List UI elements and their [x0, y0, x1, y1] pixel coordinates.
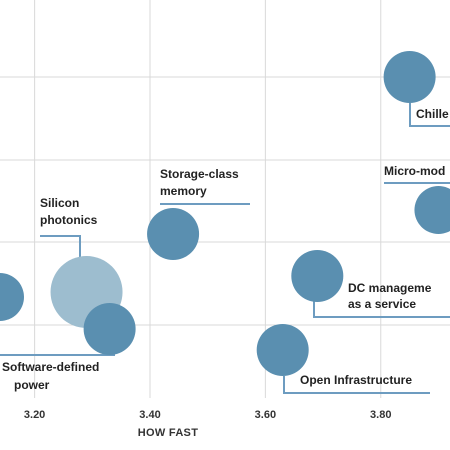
x-tick-label: 3.80 — [370, 409, 391, 421]
point-label: Silicon — [40, 196, 79, 210]
bubble-point — [256, 324, 309, 376]
x-tick-label: 3.40 — [139, 409, 160, 421]
point-label: Chille — [416, 107, 449, 121]
point-label: power — [14, 378, 50, 392]
bubble-point — [147, 208, 200, 260]
bubble-point — [414, 186, 450, 234]
point-label: memory — [160, 184, 207, 198]
point-label: DC manageme — [348, 281, 432, 295]
x-axis: 3.20 3.40 3.60 3.80 — [24, 409, 392, 421]
bubble-point — [291, 250, 344, 302]
leader-line — [283, 376, 430, 394]
point-label: Storage-class — [160, 167, 239, 181]
x-tick-label: 3.60 — [255, 409, 276, 421]
point-label: Micro-mod — [384, 164, 445, 178]
leader-line — [409, 103, 450, 127]
point-label: Open Infrastructure — [300, 373, 412, 387]
leader-line — [313, 296, 450, 318]
leader-lines — [0, 103, 450, 394]
annotations: Silicon photonics Software-defined power Sto… — [2, 107, 449, 392]
bubble-point — [383, 51, 436, 103]
leader-line — [40, 235, 81, 258]
bubble-point — [83, 303, 136, 355]
bubbles — [0, 51, 450, 376]
point-label: photonics — [40, 213, 98, 227]
x-tick-label: 3.20 — [24, 409, 45, 421]
bubble-point — [0, 273, 24, 321]
point-label: Software-defined — [2, 360, 99, 374]
x-axis-title: HOW FAST — [138, 427, 198, 439]
point-label: as a service — [348, 297, 416, 311]
